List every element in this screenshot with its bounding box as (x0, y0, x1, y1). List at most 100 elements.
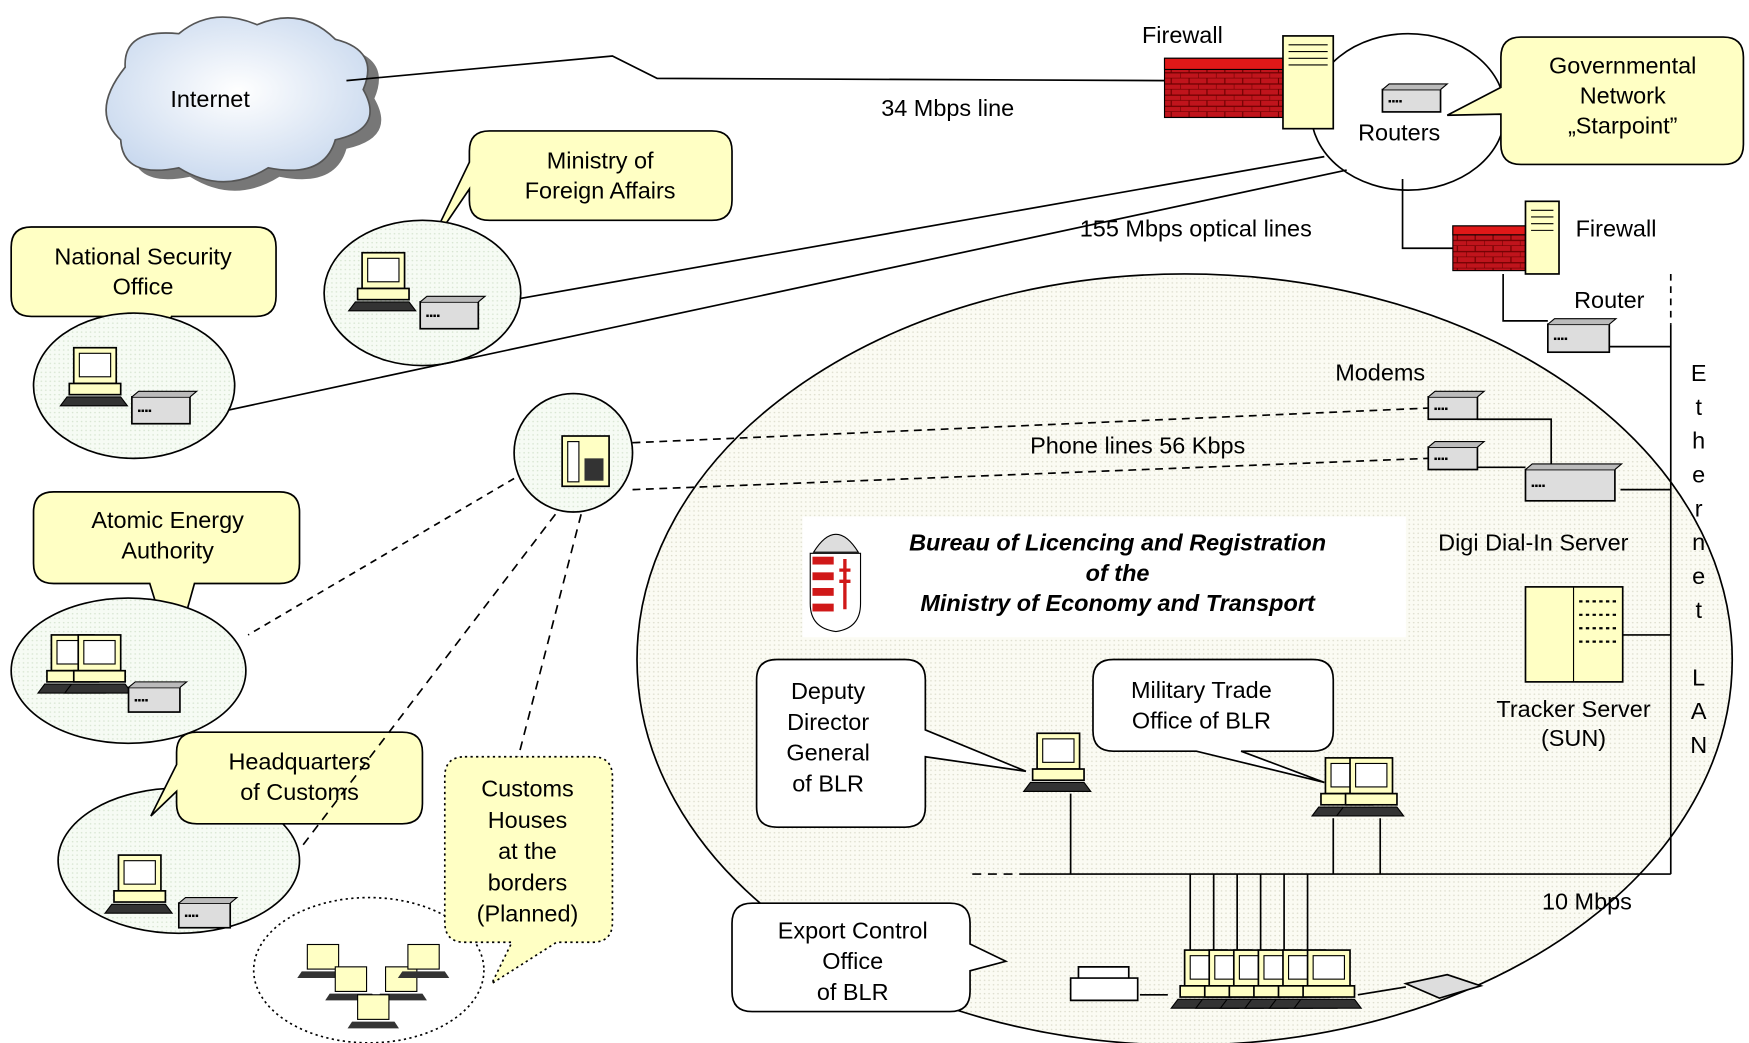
modem-top (1525, 464, 1621, 470)
label: Governmental (1549, 52, 1696, 78)
pc-base (114, 891, 165, 902)
diagram: Internet 34 Mbps line ▪▪▪▪ Routers Firewall G… (0, 0, 1749, 1043)
modem-lights: ▪▪▪▪ (1553, 334, 1568, 345)
keyboard (349, 302, 416, 311)
pc-base (358, 288, 409, 299)
keyboard (398, 971, 449, 978)
modem-top (179, 898, 237, 904)
keyboard (65, 684, 132, 693)
label: General (786, 740, 869, 766)
label: of BLR (817, 979, 889, 1005)
label: Atomic Energy (91, 507, 244, 533)
server (1283, 36, 1333, 129)
label: Phone lines 56 Kbps (1030, 432, 1245, 458)
label: Firewall (1142, 22, 1223, 48)
label: Ethernet LAN (1686, 360, 1712, 766)
label: Modems (1335, 360, 1425, 386)
layer: Internet 34 Mbps line ▪▪▪▪ Routers Firewall G… (11, 17, 1743, 1043)
pc-base (1346, 794, 1397, 805)
keyboard (1337, 807, 1404, 816)
modem-top (1428, 391, 1484, 397)
screen (79, 353, 110, 376)
modem-top (129, 682, 187, 688)
label: borders (488, 869, 568, 895)
modem-top (132, 391, 197, 397)
label: Authority (121, 537, 214, 563)
keyboard (348, 1022, 399, 1029)
modem-top (1548, 319, 1616, 325)
screen (124, 861, 155, 884)
monitor (358, 995, 389, 1020)
modem-top (1382, 84, 1447, 90)
modem-top (1428, 442, 1484, 448)
modem-lights: ▪▪▪▪ (1531, 481, 1546, 492)
label: Digi Dial-In Server (1438, 530, 1628, 556)
label: Firewall (1576, 216, 1657, 242)
label: of BLR (792, 770, 864, 796)
label: Office of BLR (1132, 707, 1271, 733)
page: Internet 34 Mbps line ▪▪▪▪ Routers Firewall G… (0, 0, 1749, 1043)
emblem-stripe (812, 572, 833, 580)
label: 10 Mbps (1542, 888, 1632, 914)
modem-lights: ▪▪▪▪ (1434, 404, 1449, 415)
label: (SUN) (1541, 725, 1606, 751)
modem-lights: ▪▪▪▪ (1434, 454, 1449, 465)
phone-keys (584, 458, 603, 480)
label: Customs (481, 775, 574, 801)
screen (368, 258, 399, 281)
label: 34 Mbps line (881, 95, 1014, 121)
keyboard (1294, 999, 1361, 1008)
label: „Starpoint” (1568, 113, 1678, 139)
firewall-top (1453, 226, 1528, 235)
keyboard (105, 904, 172, 913)
label: Ministry of (547, 147, 654, 173)
site-ellipse (34, 313, 235, 458)
label: Director (787, 709, 869, 735)
printer (1071, 967, 1138, 1001)
keyboard (1024, 782, 1091, 791)
screen (84, 641, 115, 664)
pc-base (1303, 986, 1354, 997)
label: Office (113, 274, 174, 300)
pc-base (69, 383, 120, 394)
label: Foreign Affairs (525, 178, 676, 204)
monitor (408, 945, 439, 970)
label: at the (498, 838, 557, 864)
phone-handset (568, 442, 579, 482)
server (1525, 201, 1559, 274)
monitor (307, 945, 338, 970)
label: Houses (488, 807, 568, 833)
label: Bureau of Licencing and Registration (909, 530, 1326, 556)
label: National Security (54, 244, 232, 270)
label: of Customs (240, 779, 359, 805)
modem-top (420, 296, 485, 302)
label: Internet (170, 86, 250, 112)
label: Military Trade (1131, 677, 1272, 703)
link (346, 56, 1167, 81)
label: Office (822, 948, 883, 974)
label: Deputy (791, 678, 866, 704)
screen (1043, 739, 1074, 762)
label: Tracker Server (1496, 696, 1650, 722)
label: Headquarters (228, 749, 370, 775)
link (517, 514, 581, 760)
pc-base (74, 671, 125, 682)
label: Routers (1358, 119, 1440, 145)
emblem-stripe (812, 557, 833, 565)
emblem-stripe (812, 604, 833, 612)
monitor (335, 967, 366, 992)
label: Network (1580, 83, 1666, 109)
modem-lights: ▪▪▪▪ (184, 911, 199, 922)
site-ellipse (324, 220, 521, 365)
emblem-stripe (812, 588, 833, 596)
label: Export Control (778, 917, 928, 943)
firewall-top (1165, 58, 1283, 69)
modem-lights: ▪▪▪▪ (1388, 97, 1403, 108)
keyboard (60, 397, 127, 406)
screen (1356, 763, 1387, 786)
label: 155 Mbps optical lines (1080, 216, 1312, 242)
modem-lights: ▪▪▪▪ (426, 311, 441, 322)
modem-lights: ▪▪▪▪ (134, 696, 149, 707)
pc-base (1033, 769, 1084, 780)
label: Ministry of Economy and Transport (920, 590, 1316, 616)
